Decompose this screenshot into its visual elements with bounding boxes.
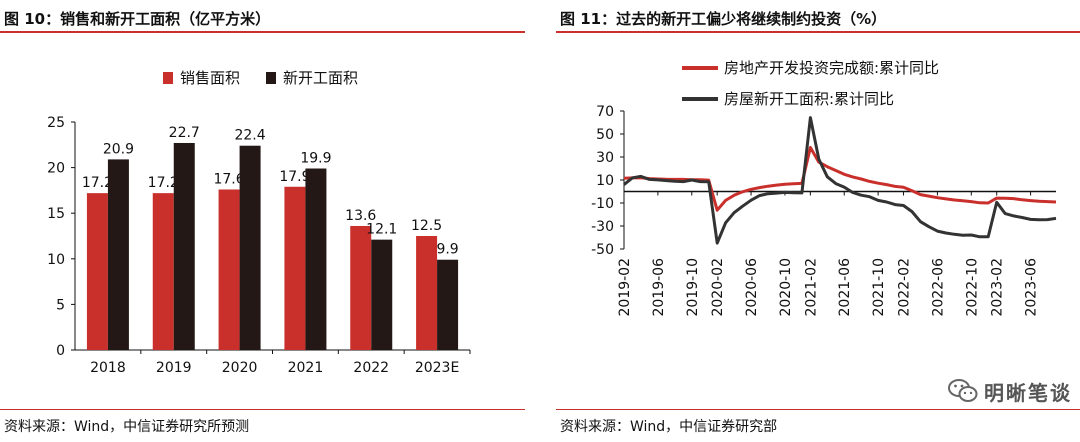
- source-rule-right: [556, 409, 1080, 410]
- legend-swatch: [163, 72, 173, 84]
- y-tick-label: 10: [596, 173, 614, 189]
- x-tick-label: 2021: [288, 360, 324, 376]
- y-tick-label: 5: [56, 297, 65, 313]
- x-tick-label: 2023E: [415, 360, 459, 376]
- data-label: 22.4: [234, 128, 265, 144]
- data-label: 20.9: [103, 141, 134, 157]
- x-tick-label: 2019: [156, 360, 192, 376]
- legend-label: 新开工面积: [283, 69, 358, 87]
- source-rule-left: [0, 409, 525, 410]
- data-label: 17.6: [213, 171, 244, 187]
- x-tick-label: 2022: [353, 360, 389, 376]
- wechat-icon: [948, 379, 978, 402]
- legend-label: 销售面积: [180, 69, 240, 87]
- data-label: 9.9: [436, 242, 458, 258]
- y-tick-label: 10: [47, 252, 65, 268]
- x-tick-label: 2020: [222, 360, 258, 376]
- x-tick-label: 2019-06: [651, 258, 667, 317]
- chart-title-left: 图 10：销售和新开工面积（亿平方米）: [4, 10, 271, 28]
- data-label: 19.9: [300, 151, 331, 167]
- chart-title-right: 图 11：过去的新开工偏少将继续制约投资（%）: [560, 10, 887, 28]
- watermark-text: 明晰笔谈: [984, 380, 1072, 405]
- x-tick-label: 2021-02: [803, 258, 819, 317]
- bar-sales: [350, 225, 372, 350]
- y-tick-label: 0: [56, 343, 65, 359]
- data-label: 12.5: [411, 218, 442, 234]
- title-rule-left: [0, 31, 525, 33]
- x-tick-label: 2020-06: [744, 258, 760, 317]
- x-tick-label: 2020-10: [778, 258, 794, 317]
- series-line-new-starts: [623, 116, 1057, 245]
- x-tick-label: 2021-10: [871, 258, 887, 317]
- y-tick-label: 15: [47, 206, 65, 222]
- bar-new-starts: [173, 142, 195, 350]
- data-label: 22.7: [169, 125, 200, 141]
- bar-new-starts: [239, 145, 261, 350]
- line-chart: -50 -30 -10 10 30 50 70 2019-02 2019-06 2019-10 20…: [591, 59, 1057, 317]
- x-tick-label: 2023-06: [1024, 258, 1040, 317]
- bar-new-starts: [437, 259, 459, 350]
- x-tick-label: 2020-02: [710, 258, 726, 317]
- data-label: 17.2: [148, 175, 179, 191]
- watermark: 明晰笔谈: [948, 376, 1072, 406]
- y-tick-label: 20: [47, 161, 65, 177]
- y-tick-label: -30: [591, 219, 614, 235]
- left-panel: 图 10：销售和新开工面积（亿平方米） 0 5 10 15 20 25 2018 17.2 20…: [0, 0, 525, 442]
- bar-sales: [284, 186, 306, 350]
- source-right: 资料来源：Wind，中信证券研究部: [560, 419, 778, 435]
- right-panel: 图 11：过去的新开工偏少将继续制约投资（%） -50 -30 -10 10 30 50 7…: [556, 0, 1080, 442]
- x-tick-label: 2021-06: [837, 258, 853, 317]
- legend-label: 房屋新开工面积:累计同比: [724, 90, 894, 108]
- bar-sales: [218, 189, 240, 350]
- x-tick-label: 2018: [90, 360, 126, 376]
- source-left: 资料来源：Wind，中信证券研究所预测: [4, 419, 250, 435]
- series-line-investment: [623, 146, 1057, 212]
- y-tick-label: 70: [596, 104, 614, 120]
- x-tick-label: 2022-02: [897, 258, 913, 317]
- data-label: 17.9: [279, 169, 310, 185]
- bar-sales: [152, 193, 174, 350]
- x-tick-label: 2023-02: [990, 258, 1006, 317]
- data-label: 17.2: [82, 175, 113, 191]
- bar-new-starts: [107, 159, 129, 350]
- data-label: 12.1: [366, 222, 397, 238]
- legend-swatch: [266, 72, 276, 84]
- bar-chart: 0 5 10 15 20 25 2018 17.2 20.9 2019 17.2 22.7 2020 17…: [47, 69, 471, 376]
- y-tick-label: 50: [596, 127, 614, 143]
- data-label: 13.6: [345, 208, 376, 224]
- y-tick-label: -50: [591, 242, 614, 258]
- bar-sales: [416, 236, 438, 350]
- y-tick-label: 30: [596, 150, 614, 166]
- bar-sales: [86, 193, 108, 350]
- title-rule-right: [556, 31, 1080, 33]
- bar-new-starts: [305, 168, 327, 350]
- x-tick-label: 2022-06: [930, 258, 946, 317]
- y-tick-label: -10: [591, 196, 614, 212]
- y-tick-label: 25: [47, 115, 65, 131]
- bar-new-starts: [371, 239, 393, 350]
- x-tick-label: 2019-02: [617, 258, 633, 317]
- x-tick-label: 2019-10: [685, 258, 701, 317]
- legend-label: 房地产开发投资完成额:累计同比: [724, 59, 939, 77]
- x-tick-label: 2022-10: [964, 258, 980, 317]
